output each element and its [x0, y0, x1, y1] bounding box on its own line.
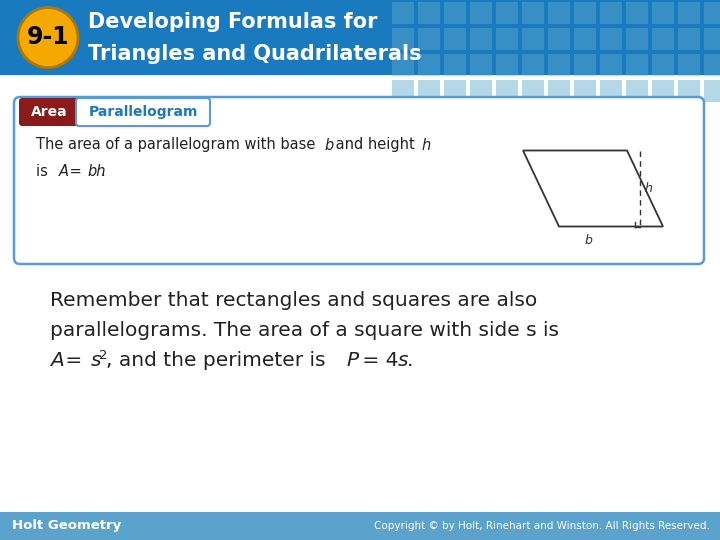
FancyBboxPatch shape	[444, 2, 466, 24]
FancyBboxPatch shape	[574, 2, 596, 24]
FancyBboxPatch shape	[392, 28, 414, 50]
FancyBboxPatch shape	[678, 28, 700, 50]
Text: .: .	[101, 164, 106, 179]
FancyBboxPatch shape	[0, 0, 720, 75]
Text: .: .	[407, 350, 413, 369]
FancyBboxPatch shape	[652, 80, 674, 102]
FancyBboxPatch shape	[76, 98, 210, 126]
Circle shape	[18, 8, 78, 68]
FancyBboxPatch shape	[392, 54, 414, 76]
FancyBboxPatch shape	[652, 28, 674, 50]
FancyBboxPatch shape	[548, 2, 570, 24]
Text: bh: bh	[88, 164, 107, 179]
Text: 9-1: 9-1	[27, 25, 69, 50]
Text: and height: and height	[330, 138, 419, 152]
FancyBboxPatch shape	[392, 2, 414, 24]
Text: A: A	[59, 164, 68, 179]
FancyBboxPatch shape	[600, 2, 622, 24]
FancyBboxPatch shape	[470, 54, 492, 76]
FancyBboxPatch shape	[600, 28, 622, 50]
FancyBboxPatch shape	[548, 80, 570, 102]
Text: 2: 2	[99, 349, 108, 362]
Text: P: P	[347, 350, 359, 369]
FancyBboxPatch shape	[574, 28, 596, 50]
FancyBboxPatch shape	[496, 28, 518, 50]
Text: Parallelogram: Parallelogram	[89, 105, 198, 119]
FancyBboxPatch shape	[444, 80, 466, 102]
Text: Area: Area	[31, 105, 68, 119]
FancyBboxPatch shape	[470, 80, 492, 102]
FancyBboxPatch shape	[652, 54, 674, 76]
Text: = 4: = 4	[356, 350, 398, 369]
FancyBboxPatch shape	[418, 54, 440, 76]
Text: h: h	[645, 182, 653, 195]
Text: h: h	[422, 138, 431, 152]
FancyBboxPatch shape	[548, 54, 570, 76]
FancyBboxPatch shape	[704, 28, 720, 50]
FancyBboxPatch shape	[678, 54, 700, 76]
FancyBboxPatch shape	[522, 80, 544, 102]
FancyBboxPatch shape	[19, 98, 80, 126]
FancyBboxPatch shape	[548, 28, 570, 50]
FancyBboxPatch shape	[626, 54, 648, 76]
Text: The area of a parallelogram with base: The area of a parallelogram with base	[36, 138, 320, 152]
FancyBboxPatch shape	[522, 2, 544, 24]
Text: is: is	[36, 164, 53, 179]
FancyBboxPatch shape	[418, 2, 440, 24]
FancyBboxPatch shape	[678, 2, 700, 24]
FancyBboxPatch shape	[574, 54, 596, 76]
Text: =: =	[59, 350, 89, 369]
Text: s: s	[397, 350, 408, 369]
FancyBboxPatch shape	[600, 80, 622, 102]
FancyBboxPatch shape	[496, 2, 518, 24]
FancyBboxPatch shape	[392, 80, 414, 102]
FancyBboxPatch shape	[704, 2, 720, 24]
FancyBboxPatch shape	[470, 28, 492, 50]
FancyBboxPatch shape	[496, 54, 518, 76]
Text: b: b	[584, 234, 592, 247]
FancyBboxPatch shape	[652, 2, 674, 24]
FancyBboxPatch shape	[496, 80, 518, 102]
FancyBboxPatch shape	[0, 512, 720, 540]
FancyBboxPatch shape	[704, 80, 720, 102]
FancyBboxPatch shape	[418, 80, 440, 102]
FancyBboxPatch shape	[626, 28, 648, 50]
Text: s: s	[90, 350, 101, 369]
Text: =: =	[66, 164, 86, 179]
Text: Copyright © by Holt, Rinehart and Winston. All Rights Reserved.: Copyright © by Holt, Rinehart and Winsto…	[374, 521, 710, 531]
FancyBboxPatch shape	[0, 75, 720, 512]
FancyBboxPatch shape	[444, 54, 466, 76]
FancyBboxPatch shape	[574, 80, 596, 102]
FancyBboxPatch shape	[678, 80, 700, 102]
FancyBboxPatch shape	[522, 28, 544, 50]
FancyBboxPatch shape	[470, 2, 492, 24]
Text: , and the perimeter is: , and the perimeter is	[106, 350, 332, 369]
FancyBboxPatch shape	[626, 2, 648, 24]
FancyBboxPatch shape	[444, 28, 466, 50]
FancyBboxPatch shape	[626, 80, 648, 102]
Text: parallelograms. The area of a square with side s is: parallelograms. The area of a square wit…	[50, 321, 559, 340]
FancyBboxPatch shape	[600, 54, 622, 76]
Text: b: b	[324, 138, 333, 152]
FancyBboxPatch shape	[522, 54, 544, 76]
FancyBboxPatch shape	[14, 97, 704, 264]
FancyBboxPatch shape	[418, 28, 440, 50]
Text: Developing Formulas for: Developing Formulas for	[88, 12, 377, 32]
Text: Holt Geometry: Holt Geometry	[12, 519, 121, 532]
Polygon shape	[523, 151, 663, 226]
FancyBboxPatch shape	[704, 54, 720, 76]
Text: Remember that rectangles and squares are also: Remember that rectangles and squares are…	[50, 291, 537, 309]
Text: Triangles and Quadrilaterals: Triangles and Quadrilaterals	[88, 44, 422, 64]
Text: A: A	[50, 350, 64, 369]
